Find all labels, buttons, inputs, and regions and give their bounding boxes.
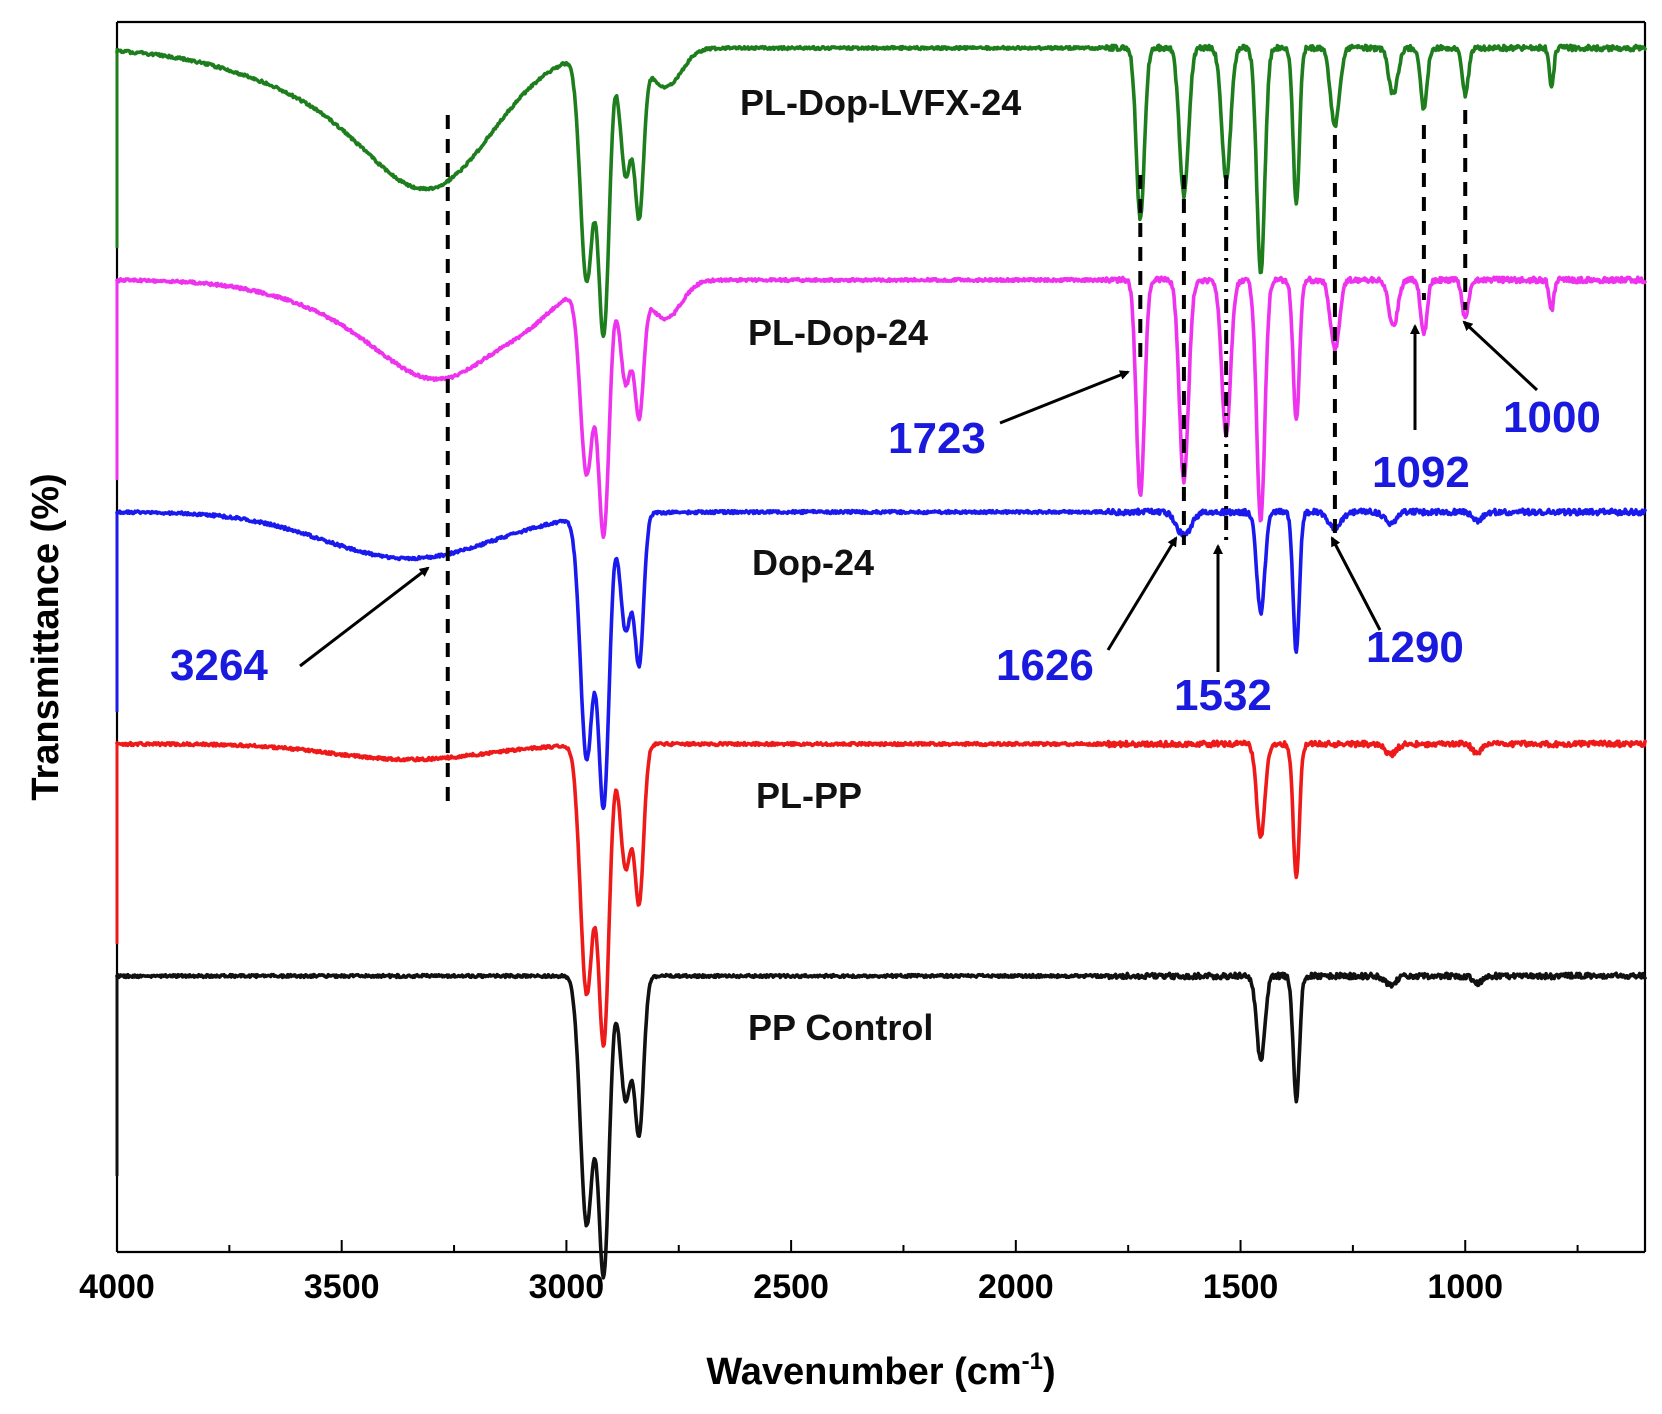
arrow-1723 — [999, 370, 1130, 425]
spectra — [115, 43, 1647, 1280]
series-label-dop-24: Dop-24 — [752, 542, 874, 583]
spectrum-pl-pp — [115, 739, 1647, 1048]
x-tick-label-1500: 1500 — [1203, 1268, 1279, 1306]
x-tick-label-4000: 4000 — [79, 1268, 155, 1306]
x-axis-title-close: ) — [1043, 1351, 1056, 1393]
x-tick-label-1000: 1000 — [1427, 1268, 1503, 1306]
spectrum-dop-24 — [115, 507, 1647, 811]
peak-label-1626: 1626 — [996, 641, 1094, 690]
series-label-pp-control: PP Control — [748, 1007, 933, 1048]
spectrum-pl-dop-lvfx-24 — [115, 43, 1647, 339]
x-axis-title-superscript: -1 — [1022, 1348, 1043, 1375]
spectrum-pl-dop-24 — [115, 275, 1647, 539]
peak-label-1000: 1000 — [1503, 393, 1601, 442]
x-tick-label-2000: 2000 — [978, 1268, 1054, 1306]
peak-labels: 3264 1723 1626 1532 1290 1092 1000 — [170, 393, 1601, 720]
x-tick-label-2500: 2500 — [753, 1268, 829, 1306]
peak-arrows — [299, 320, 1539, 672]
y-axis-title: Transmittance (%) — [25, 473, 67, 800]
x-tick-label-3000: 3000 — [529, 1268, 605, 1306]
arrow-1000 — [1462, 320, 1539, 392]
series-label-pl-dop-lvfx-24: PL-Dop-LVFX-24 — [740, 82, 1021, 123]
x-axis-title: Wavenumber (cm-1) — [706, 1348, 1055, 1393]
peak-label-1290: 1290 — [1366, 623, 1464, 672]
peak-label-3264: 3264 — [170, 641, 268, 690]
peak-label-1723: 1723 — [888, 414, 986, 463]
series-labels: PL-Dop-LVFX-24 PL-Dop-24 Dop-24 PL-PP PP… — [740, 82, 1021, 1048]
spectrum-pp-control — [115, 971, 1647, 1280]
x-ticks: 4000 3500 3000 2500 2000 1500 1000 — [79, 1240, 1579, 1306]
arrow-1290 — [1330, 536, 1382, 631]
series-label-pl-pp: PL-PP — [756, 775, 862, 816]
series-label-pl-dop-24: PL-Dop-24 — [748, 312, 928, 353]
x-tick-label-3500: 3500 — [304, 1268, 380, 1306]
guide-lines — [445, 110, 1468, 810]
peak-label-1532: 1532 — [1174, 671, 1272, 720]
peak-label-1092: 1092 — [1372, 448, 1470, 497]
arrow-3264 — [299, 566, 430, 668]
arrow-1626 — [1106, 536, 1178, 651]
